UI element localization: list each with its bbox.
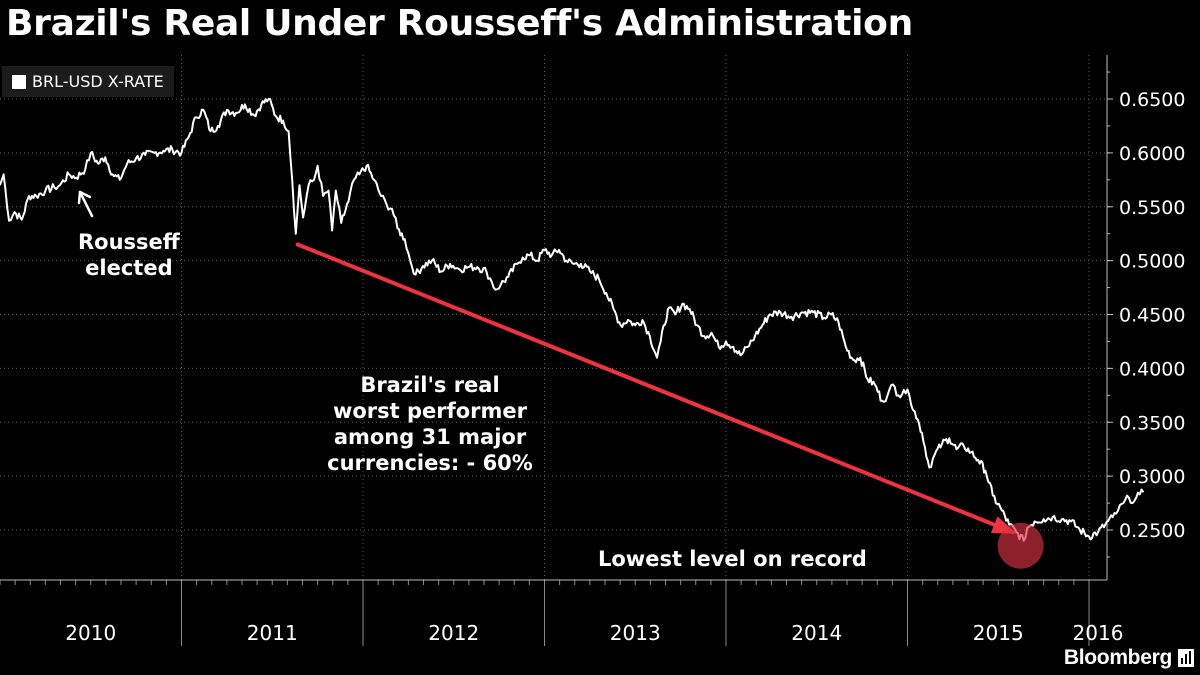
bloomberg-logo-icon: [1178, 649, 1194, 667]
annotation-line: Rousseff: [78, 230, 180, 254]
annotation-line: Lowest level on record: [598, 547, 867, 571]
x-tick-label: 2010: [65, 621, 116, 645]
election-pointer-head: [77, 190, 92, 205]
brand-name: Bloomberg: [1063, 646, 1172, 669]
lowest-level-marker: [997, 522, 1044, 569]
y-tick-label: 0.4000: [1119, 358, 1185, 380]
x-tick-label: 2011: [247, 621, 298, 645]
trend-arrow-line: [295, 242, 1015, 535]
series-group: [0, 98, 1145, 542]
series-line: [0, 98, 1145, 542]
y-tick-label: 0.3500: [1119, 412, 1185, 434]
chart-title: Brazil's Real Under Rousseff's Administr…: [6, 3, 913, 44]
legend: BRL-USD X-RATE: [2, 66, 174, 97]
brand-footer: Bloomberg: [1064, 646, 1194, 670]
y-tick-label: 0.4500: [1119, 305, 1185, 327]
y-tick-label: 0.3000: [1119, 466, 1185, 488]
y-tick-label: 0.6500: [1119, 89, 1185, 111]
axes: 0.2500 0.3000 0.3500 0.4000 0.4500 0.5000 0.55…: [0, 55, 1185, 646]
legend-label: BRL-USD X-RATE: [32, 72, 164, 91]
annotation-line: currencies: - 60%: [327, 451, 533, 475]
x-tick-label: 2016: [1073, 621, 1124, 645]
annotation-rousseff-elected: Rousseff elected: [78, 229, 180, 281]
y-tick-label: 0.6000: [1119, 143, 1185, 165]
y-tick-label: 0.5500: [1119, 197, 1185, 219]
annotation-lowest-level: Lowest level on record: [598, 546, 867, 572]
x-tick-label: 2013: [610, 621, 661, 645]
marker-group: [77, 190, 1044, 569]
annotation-line: among 31 major: [333, 425, 527, 449]
annotation-worst-performer: Brazil's real worst performer among 31 m…: [294, 372, 566, 476]
x-tick-label: 2012: [428, 621, 479, 645]
x-tick-label: 2014: [791, 621, 842, 645]
legend-swatch: [12, 74, 26, 89]
x-tick-label: 2015: [973, 621, 1024, 645]
grid: [0, 55, 1107, 580]
annotation-line: elected: [85, 256, 173, 280]
y-tick-label: 0.2500: [1119, 520, 1185, 542]
annotation-line: worst performer: [332, 399, 528, 423]
annotation-line: Brazil's real: [360, 373, 500, 397]
election-pointer-line: [78, 190, 94, 218]
y-tick-label: 0.5000: [1119, 251, 1185, 273]
